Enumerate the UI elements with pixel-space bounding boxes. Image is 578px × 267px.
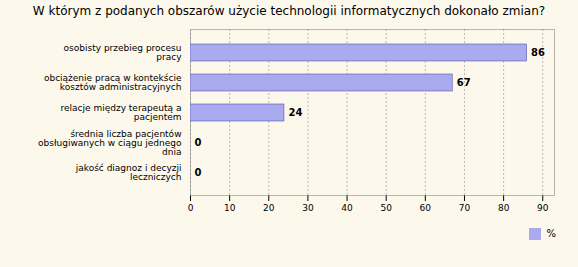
svg-text:50: 50: [380, 203, 392, 213]
svg-text:67: 67: [457, 77, 471, 88]
svg-text:90: 90: [537, 203, 549, 213]
svg-text:40: 40: [341, 203, 353, 213]
svg-text:86: 86: [531, 47, 545, 58]
svg-text:24: 24: [288, 107, 302, 118]
html-text:W którym z podanych obszarów u: W którym z podanych obszarów użycie tech…: [32, 4, 546, 18]
svg-text:80: 80: [498, 203, 510, 213]
svg-text:średnia liczba pacjentówobsług: średnia liczba pacjentówobsługiwanych w …: [38, 129, 182, 157]
svg-text:osobisty przebieg procesupracy: osobisty przebieg procesupracy: [64, 43, 183, 62]
svg-text:relacje między terapeutą apacj: relacje między terapeutą apacjentem: [61, 103, 182, 122]
svg-text:20: 20: [263, 203, 275, 213]
svg-text:jakość diagnoz i decyzjileczni: jakość diagnoz i decyzjileczniczych: [75, 163, 182, 182]
svg-text:60: 60: [420, 203, 432, 213]
svg-text:70: 70: [459, 203, 471, 213]
svg-text:30: 30: [302, 203, 314, 213]
svg-text:0: 0: [188, 203, 194, 213]
svg-text:0: 0: [195, 167, 202, 178]
svg-text:0: 0: [195, 137, 202, 148]
svg-text:10: 10: [224, 203, 236, 213]
svg-text:obciążenie pracą w kontekściek: obciążenie pracą w kontekściekosztów adm…: [44, 73, 182, 92]
